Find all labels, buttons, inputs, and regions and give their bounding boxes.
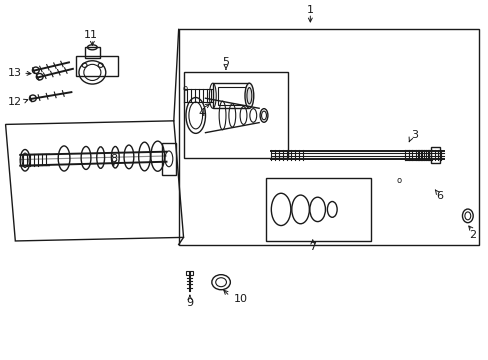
Bar: [76, 56, 118, 76]
Text: 10: 10: [233, 294, 247, 304]
Bar: [183, 72, 288, 158]
Ellipse shape: [244, 83, 253, 108]
Ellipse shape: [246, 87, 251, 104]
Text: 13: 13: [7, 68, 21, 78]
Text: 12: 12: [8, 97, 22, 107]
Bar: [186, 271, 193, 275]
Bar: [266, 178, 370, 241]
Bar: [430, 147, 439, 163]
Text: o: o: [182, 84, 187, 93]
Text: 6: 6: [435, 191, 442, 201]
Text: 9: 9: [186, 298, 193, 308]
Text: 11: 11: [84, 30, 98, 40]
Text: 8: 8: [110, 154, 117, 164]
Text: 7: 7: [308, 242, 316, 252]
Text: 4: 4: [198, 108, 205, 118]
Bar: [178, 30, 478, 244]
Bar: [85, 47, 100, 58]
Bar: [217, 87, 246, 105]
Text: o: o: [396, 176, 401, 185]
Text: 3: 3: [410, 130, 417, 140]
Text: 2: 2: [468, 230, 475, 239]
Text: 1: 1: [306, 5, 313, 15]
Bar: [212, 83, 249, 108]
Text: 5: 5: [222, 57, 229, 67]
Bar: [161, 143, 176, 175]
